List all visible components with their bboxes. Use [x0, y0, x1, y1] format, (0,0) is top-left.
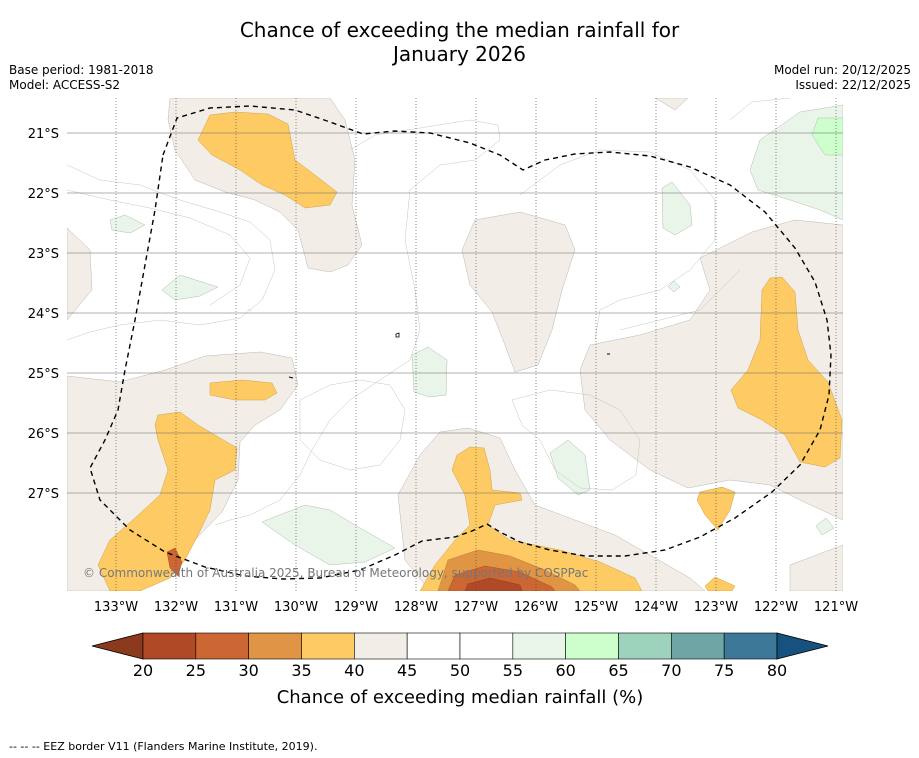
map-title: Chance of exceeding the median rainfall … [0, 18, 919, 66]
lon-label: 124°W [634, 600, 678, 615]
beige-region-center [461, 211, 576, 373]
lat-labels: 21°S 22°S 23°S 24°S 25°S 26°S 27°S [28, 127, 59, 502]
colorbar-tick-label: 75 [714, 661, 734, 680]
beige-region-south-east-small [789, 544, 843, 591]
colorbar-tick-label: 25 [186, 661, 206, 680]
colorbar-segment [723, 632, 778, 660]
colorbar [91, 632, 829, 660]
title-line-2: January 2026 [392, 42, 527, 66]
lon-label: 132°W [154, 600, 198, 615]
green-region-6 [261, 504, 396, 566]
band-60-65-region [811, 117, 843, 156]
map-gridlines [115, 98, 837, 591]
model-name: Model: ACCESS-S2 [9, 78, 121, 92]
colorbar-segment [671, 632, 725, 660]
map-lat-gridlines [67, 132, 843, 494]
orange-region-east [730, 276, 843, 468]
colorbar-tick-label: 30 [238, 661, 258, 680]
meta-right: Model run: 20/12/2025 Issued: 22/12/2025 [774, 63, 911, 93]
beige-region-west [67, 227, 93, 321]
green-region-8 [815, 517, 835, 536]
meta-left: Base period: 1981-2018 Model: ACCESS-S2 [9, 63, 154, 93]
colorbar-segment [512, 632, 566, 660]
lon-label: 126°W [514, 600, 558, 615]
lon-label: 121°W [814, 600, 858, 615]
lat-label: 24°S [28, 307, 59, 322]
colorbar-tick-label: 35 [291, 661, 311, 680]
colorbar-segment [406, 632, 461, 660]
issued-date: Issued: 22/12/2025 [795, 78, 911, 92]
orange-region-bottom-small [704, 576, 736, 591]
map-marker-1 [395, 332, 400, 338]
lon-label: 131°W [214, 600, 258, 615]
lon-label: 130°W [274, 600, 318, 615]
orange-region-north [197, 111, 338, 209]
lat-label: 21°S [28, 127, 59, 142]
colorbar-segment [142, 632, 197, 660]
lon-label: 123°W [694, 600, 738, 615]
colorbar-tick-label: 65 [608, 661, 628, 680]
contour-lines [67, 98, 791, 526]
colorbar-tick-label: 20 [133, 661, 153, 680]
lat-label: 25°S [28, 367, 59, 382]
map-marker-2 [288, 376, 294, 379]
orange-region-east-south [696, 486, 736, 531]
colorbar-ticks: 20 25 30 35 40 45 50 55 60 65 70 75 80 [133, 661, 787, 680]
colorbar-tick-label: 60 [555, 661, 575, 680]
lon-label: 133°W [94, 600, 138, 615]
eez-border [89, 105, 832, 580]
colorbar-segment [195, 632, 249, 660]
colorbar-tick-label: 55 [503, 661, 523, 680]
eez-footnote: -- -- -- EEZ border V11 (Flanders Marine… [9, 740, 318, 753]
beige-region-topright [654, 98, 689, 111]
orange-region-midwest [209, 379, 278, 401]
colorbar-label: Chance of exceeding median rainfall (%) [277, 687, 644, 708]
green-region-4 [411, 346, 448, 398]
green-region-5 [549, 439, 591, 496]
lon-label: 127°W [454, 600, 498, 615]
green-region-2 [109, 214, 146, 234]
green-region-7 [667, 280, 681, 293]
lat-label: 26°S [28, 427, 59, 442]
base-period: Base period: 1981-2018 [9, 63, 154, 77]
lon-label: 125°W [574, 600, 618, 615]
lon-labels: 133°W 132°W 131°W 130°W 129°W 128°W 127°… [94, 600, 858, 615]
lon-label: 129°W [334, 600, 378, 615]
colorbar-segment [248, 632, 302, 660]
lat-label: 27°S [28, 487, 59, 502]
colorbar-tick-label: 50 [450, 661, 470, 680]
colorbar-tick-label: 80 [767, 661, 787, 680]
colorbar-extend-high [776, 632, 829, 660]
map-plot-area [67, 98, 843, 591]
band-25-30-region-west [166, 547, 183, 577]
colorbar-segment [301, 632, 355, 660]
lat-label: 23°S [28, 247, 59, 262]
colorbar-segment [565, 632, 619, 660]
colorbar-tick-label: 45 [397, 661, 417, 680]
lon-label: 122°W [754, 600, 798, 615]
colorbar-tick-label: 70 [661, 661, 681, 680]
colorbar-extend-low [91, 632, 144, 660]
green-region-1 [661, 181, 693, 236]
colorbar-tick-label: 40 [344, 661, 364, 680]
orange-region-southwest [97, 411, 238, 591]
colorbar-segment [618, 632, 672, 660]
colorbar-segment [459, 632, 514, 660]
colorbar-segment [354, 632, 408, 660]
lat-label: 22°S [28, 187, 59, 202]
model-run: Model run: 20/12/2025 [773, 63, 911, 77]
map-copyright: © Commonwealth of Australia 2025, Bureau… [83, 566, 588, 580]
lon-label: 128°W [394, 600, 438, 615]
title-line-1: Chance of exceeding the median rainfall … [239, 18, 680, 42]
band-20-25-region [464, 577, 523, 591]
